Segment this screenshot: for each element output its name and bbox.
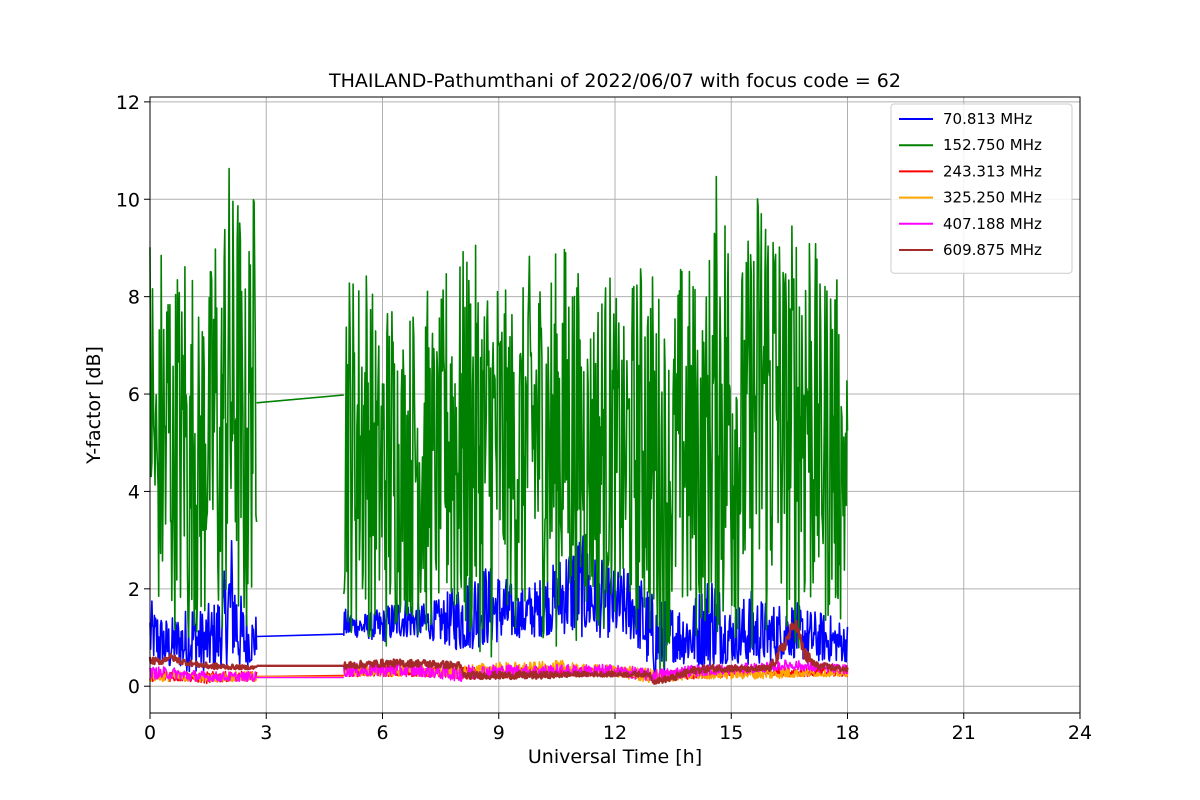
y-axis-label: Y-factor [dB] <box>83 346 105 465</box>
y-tick-label: 12 <box>116 92 140 114</box>
series-line <box>149 539 258 673</box>
legend: 70.813 MHz 152.750 MHz 243.313 MHz 325.250 … <box>890 103 1073 274</box>
x-tick-label: 0 <box>144 722 156 744</box>
series-line <box>256 633 344 638</box>
x-axis-label: Universal Time [h] <box>528 746 702 768</box>
x-tick-label: 21 <box>952 722 976 744</box>
x-tick-label: 6 <box>376 722 388 744</box>
legend-label: 70.813 MHz <box>943 110 1032 128</box>
series-line <box>343 535 849 678</box>
legend-label: 609.875 MHz <box>943 241 1042 259</box>
x-tick-label: 15 <box>719 722 743 744</box>
x-tick-label: 3 <box>260 722 272 744</box>
x-tick-label: 12 <box>603 722 627 744</box>
series-line <box>148 652 258 671</box>
y-tick-label: 0 <box>128 676 140 698</box>
series-1 <box>149 535 849 678</box>
series-line <box>149 167 258 638</box>
legend-label: 243.313 MHz <box>943 162 1042 180</box>
legend-label: 407.188 MHz <box>943 215 1042 233</box>
legend-box <box>890 103 1073 274</box>
x-tick-label: 18 <box>835 722 859 744</box>
series-6 <box>148 619 849 685</box>
legend-label: 152.750 MHz <box>943 136 1042 154</box>
series-line <box>342 619 849 685</box>
plot-area-data <box>148 167 849 685</box>
legend-label: 325.250 MHz <box>943 189 1042 207</box>
y-tick-label: 8 <box>128 287 140 309</box>
series-line <box>343 175 849 672</box>
y-tick-label: 4 <box>128 481 140 503</box>
y-tick-label: 2 <box>128 579 140 601</box>
x-tick-label: 24 <box>1068 722 1092 744</box>
x-tick-label: 9 <box>493 722 505 744</box>
chart-title: THAILAND-Pathumthani of 2022/06/07 with … <box>328 70 901 92</box>
y-tick-label: 10 <box>116 189 140 211</box>
y-tick-label: 6 <box>128 384 140 406</box>
series-line <box>256 394 344 404</box>
series-line <box>149 666 257 683</box>
series-2 <box>149 167 849 672</box>
